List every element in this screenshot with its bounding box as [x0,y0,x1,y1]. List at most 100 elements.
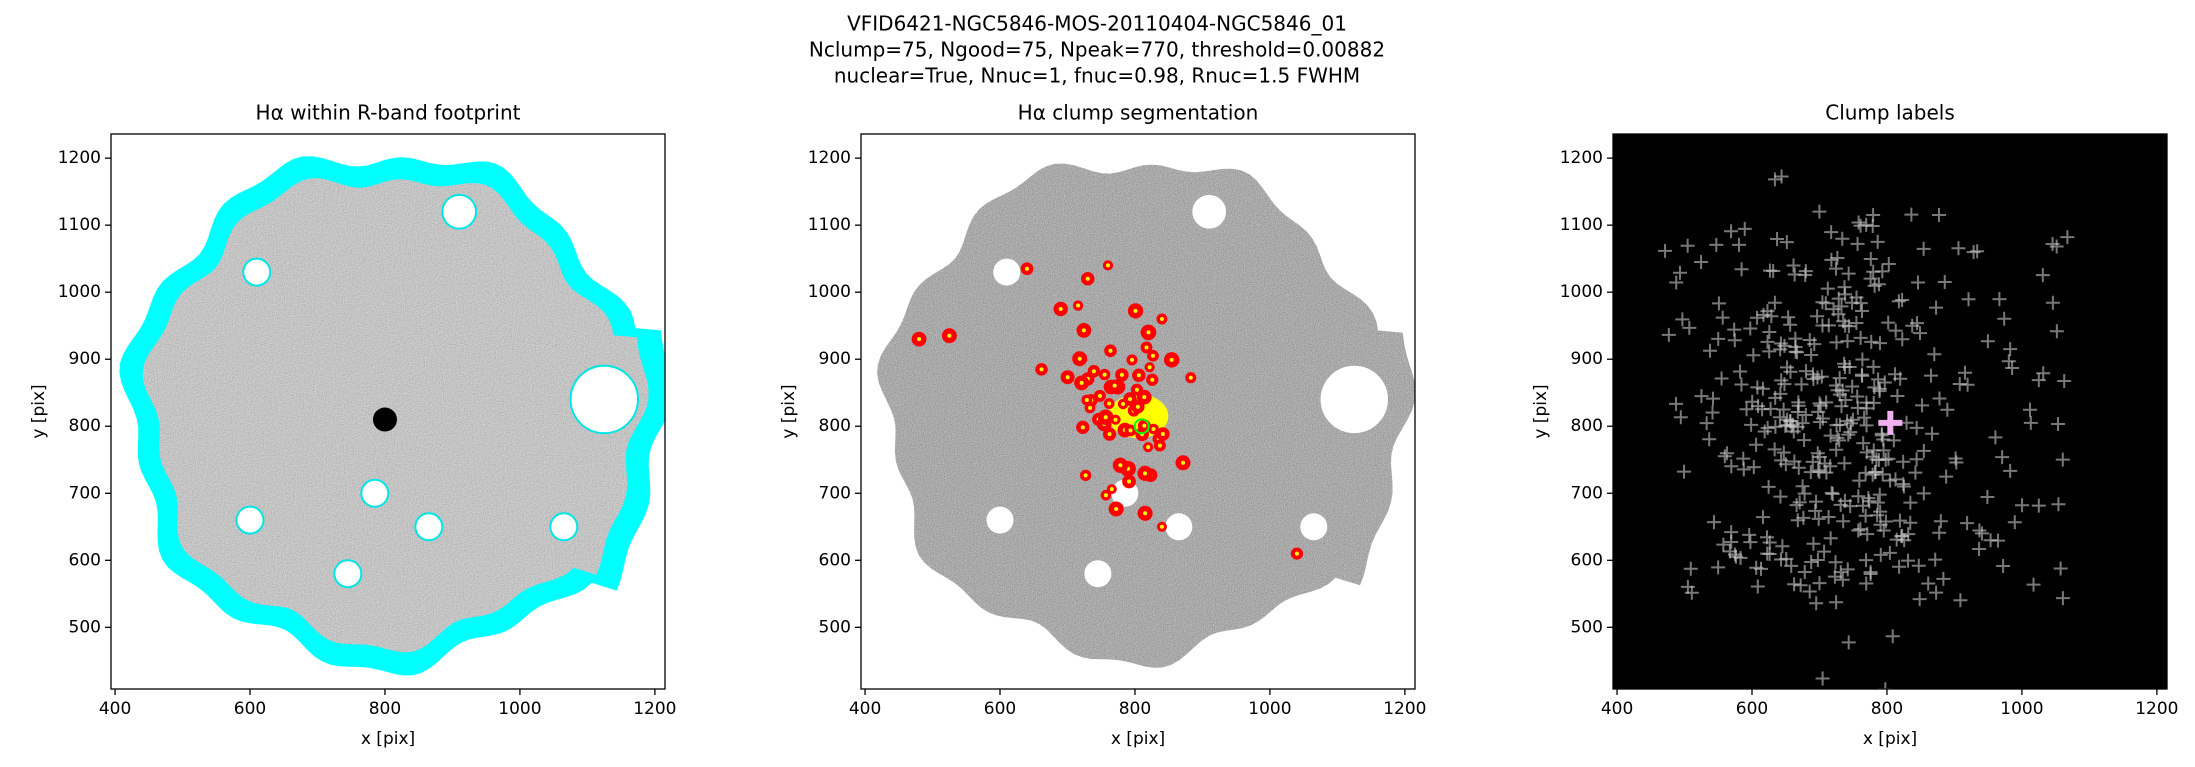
clump-label [1682,320,1697,335]
figure-title: VFID6421-NGC5846-MOS-20110404-NGC5846_01 [847,12,1347,36]
clump-label [1940,402,1955,417]
clump-label [1699,416,1714,431]
clump-label [1673,410,1688,425]
clump-label [1797,486,1812,501]
clump-label [1767,442,1782,457]
clump-label [1755,510,1770,525]
clump-label [1743,321,1758,336]
clump-core [1109,487,1114,492]
clump-core [1084,398,1089,403]
clump-label [1694,254,1709,269]
clump-label [1830,251,1845,266]
clump-label [1706,515,1721,530]
clump-core [1146,445,1151,450]
clump-label [1773,489,1788,504]
clump-label [1813,414,1828,429]
clump-label [1869,452,1884,467]
clump-label [2026,577,2041,592]
mask [1165,513,1193,541]
clump-label [1702,432,1717,447]
y-tick-label: 1000 [808,282,851,302]
clump-label [2015,498,2030,513]
clump-label [1874,426,1889,441]
clump-label [1829,335,1844,350]
clump-label [1936,571,1951,586]
y-tick-label: 1000 [1560,282,1603,302]
clump-core [1128,428,1133,433]
clump-label [1832,433,1847,448]
clump-label [1916,486,1931,501]
clump-label [1896,479,1911,494]
clump-label [1876,523,1891,538]
clump-label [1669,275,1684,290]
y-tick-label: 500 [69,617,101,637]
clump-core [1118,463,1123,468]
clump-label [1719,446,1734,461]
clump-label [1925,426,1940,441]
clump-core [917,337,922,342]
clump-core [1142,395,1147,400]
clump-label [1793,578,1808,593]
clump-label [1739,402,1754,417]
x-tick-label: 1000 [498,699,541,719]
clump-label [1829,442,1844,457]
clump-label [1924,368,1938,383]
clump-label [1953,593,1968,608]
clump-label [1805,454,1820,469]
clump-label [2005,360,2020,375]
clump-label [1896,454,1911,469]
clump-label [1828,555,1843,570]
clump-label [1895,292,1910,307]
clump-label [1760,421,1775,436]
clump-label [1928,552,1943,567]
clump-label [1823,459,1838,474]
clump-label [1825,487,1840,502]
clump-label [1910,316,1924,331]
clump-label [1866,359,1881,374]
clump-label [1958,365,1973,380]
y-tick-label: 700 [1571,483,1603,503]
clump-label [1886,433,1901,448]
x-tick-label: 1000 [2000,699,2043,719]
clump-core [1107,401,1112,406]
clump-label [1873,517,1888,532]
clump-label [1853,330,1868,345]
figure-title: nuclear=True, Nnuc=1, fnuc=0.98, Rnuc=1.… [834,64,1360,88]
clump-label [1694,389,1709,404]
clump-label [1703,343,1718,358]
clump-label [1864,334,1879,349]
y-tick-label: 700 [69,483,101,503]
clump-label [1856,436,1871,451]
clump-label [1711,331,1726,346]
clump-label [1722,544,1737,559]
clump-core [1144,345,1149,350]
y-tick-label: 1100 [58,215,101,235]
clump-label [1737,221,1752,236]
clump-core [1108,348,1113,353]
clump-label [1836,514,1851,529]
clump-label [1960,516,1975,531]
clump-label [1749,560,1764,575]
clump-label [1761,479,1776,494]
clump-core [1113,417,1118,422]
clump-label [1783,317,1798,332]
mask [333,559,363,589]
clump-label [1833,565,1848,580]
clump-label [1820,281,1835,296]
y-tick-label: 600 [1571,550,1603,570]
clump-label [1734,262,1749,277]
clump-core [1102,372,1107,377]
clump-label [1675,312,1690,327]
x-tick-label: 400 [1601,699,1633,719]
clump-label [1878,682,1893,689]
clump-label [1768,390,1783,405]
clump-core [1135,404,1140,409]
clump-label [1824,485,1839,500]
x-tick-label: 600 [1736,699,1768,719]
clump-label [1837,456,1852,471]
axes-frame [860,133,1416,690]
clump-label [1811,511,1826,526]
clump-label [1742,527,1757,542]
clump-label [1776,445,1791,460]
clump-label [1851,523,1866,538]
